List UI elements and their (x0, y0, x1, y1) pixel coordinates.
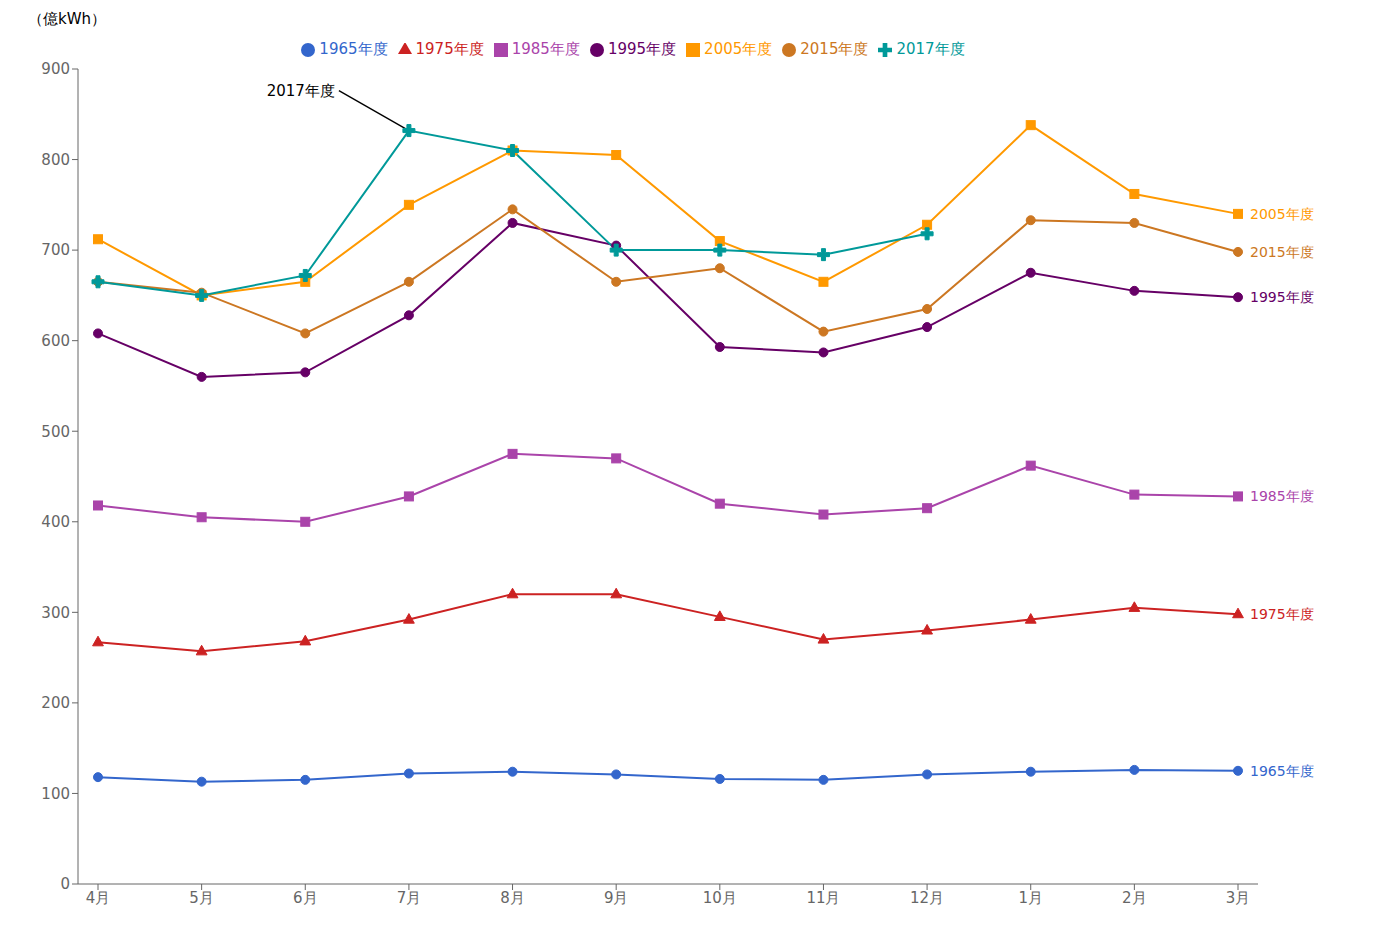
svg-text:800: 800 (41, 151, 70, 169)
svg-text:5月: 5月 (189, 889, 214, 907)
svg-text:1995年度: 1995年度 (1250, 289, 1314, 305)
svg-text:1975年度: 1975年度 (1250, 606, 1314, 622)
svg-text:900: 900 (41, 60, 70, 78)
svg-text:2005年度: 2005年度 (1250, 206, 1314, 222)
svg-text:2015年度: 2015年度 (1250, 244, 1314, 260)
svg-text:400: 400 (41, 513, 70, 531)
svg-text:1月: 1月 (1018, 889, 1043, 907)
svg-text:700: 700 (41, 241, 70, 259)
svg-text:9月: 9月 (604, 889, 629, 907)
html-text:1985年度: 1985年度 (511, 40, 580, 58)
svg-text:12月: 12月 (910, 889, 944, 907)
svg-text:1965年度: 1965年度 (1250, 763, 1314, 779)
svg-text:10月: 10月 (703, 889, 737, 907)
svg-text:8月: 8月 (500, 889, 525, 907)
svg-text:2月: 2月 (1122, 889, 1147, 907)
html-text:2017年度: 2017年度 (896, 40, 965, 58)
svg-text:1985年度: 1985年度 (1250, 488, 1314, 504)
svg-text:11月: 11月 (806, 889, 840, 907)
html-text:（億kWh）: （億kWh） (28, 10, 106, 28)
svg-text:200: 200 (41, 694, 70, 712)
svg-text:100: 100 (41, 785, 70, 803)
svg-text:2017年度: 2017年度 (267, 82, 335, 100)
html-text:1995年度: 1995年度 (607, 40, 677, 58)
html-text:2005年度: 2005年度 (704, 40, 773, 58)
svg-text:0: 0 (60, 875, 70, 893)
html-text:1975年度: 1975年度 (415, 40, 484, 58)
svg-text:3月: 3月 (1226, 889, 1251, 907)
svg-text:600: 600 (41, 332, 70, 350)
html-text:1965年度: 1965年度 (319, 40, 388, 58)
svg-text:4月: 4月 (86, 889, 111, 907)
svg-text:7月: 7月 (397, 889, 422, 907)
svg-text:500: 500 (41, 423, 70, 441)
svg-text:300: 300 (41, 604, 70, 622)
html-text:2015年度: 2015年度 (800, 40, 869, 58)
svg-text:6月: 6月 (293, 889, 318, 907)
